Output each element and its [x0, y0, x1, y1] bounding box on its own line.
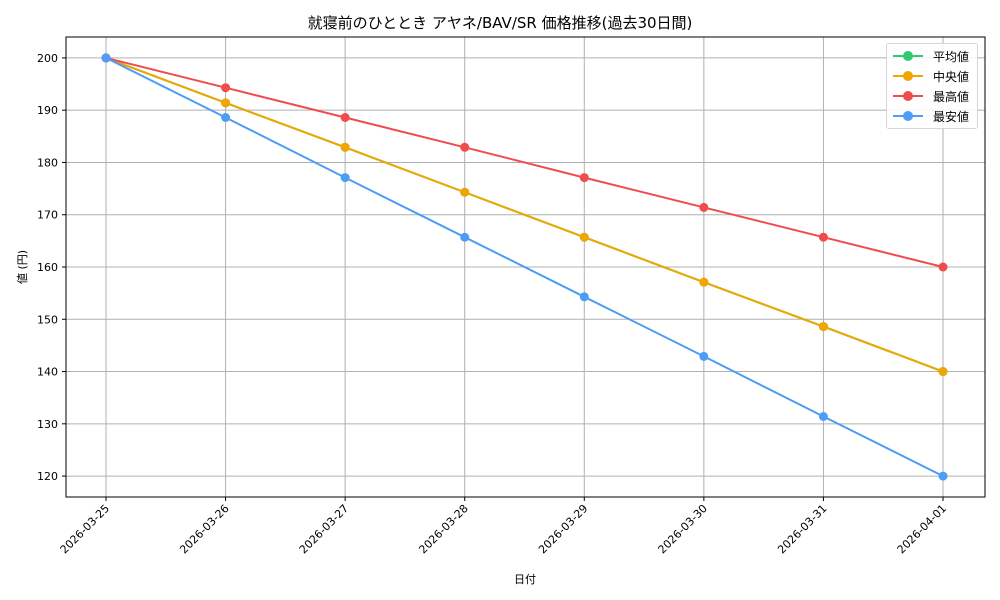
y-tick-label: 150: [37, 313, 58, 326]
chart-title: 就寝前のひととき アヤネ/BAV/SR 価格推移(過去30日間): [307, 14, 693, 32]
data-point: [221, 83, 231, 93]
data-point: [579, 292, 589, 302]
data-point: [460, 232, 470, 242]
data-point: [340, 173, 350, 183]
x-tick-label: 2026-03-28: [416, 502, 470, 556]
data-point: [818, 232, 828, 242]
data-point: [938, 262, 948, 272]
legend-marker-icon: [893, 47, 923, 65]
x-tick-label: 2026-03-30: [656, 502, 710, 556]
y-tick-label: 190: [37, 104, 58, 117]
data-point: [221, 98, 231, 108]
series-中央値: [101, 53, 948, 377]
data-point: [460, 187, 470, 197]
data-point: [579, 232, 589, 242]
legend-item-min: 最安値: [893, 107, 969, 125]
legend-marker-icon: [893, 107, 923, 125]
y-tick-label: 130: [37, 418, 58, 431]
y-tick-label: 180: [37, 156, 58, 169]
legend-item-max: 最高値: [893, 87, 969, 105]
data-point: [818, 412, 828, 421]
data-point: [699, 351, 709, 361]
y-tick-label: 160: [37, 261, 58, 274]
y-axis: 120 130 140 150 160 170 180 190 200: [37, 52, 66, 483]
data-point: [699, 202, 709, 212]
x-tick-label: 2026-03-29: [536, 502, 590, 556]
data-point: [699, 277, 709, 287]
y-tick-label: 140: [37, 366, 58, 379]
x-axis-label: 日付: [514, 573, 536, 586]
legend: 平均値 中央値 最高値 最安値: [886, 43, 978, 129]
series-lines: [101, 53, 948, 481]
x-tick-label: 2026-04-01: [895, 502, 949, 556]
data-point: [340, 142, 350, 152]
y-axis-label: 値 (円): [16, 250, 29, 284]
x-axis: 2026-03-25 2026-03-26 2026-03-27 2026-03-28…: [58, 497, 949, 556]
x-tick-label: 2026-03-25: [58, 502, 112, 556]
x-tick-label: 2026-03-31: [775, 502, 829, 556]
legend-marker-icon: [893, 87, 923, 105]
data-point: [101, 53, 111, 63]
legend-item-average: 平均値: [893, 47, 969, 65]
data-point: [938, 367, 948, 377]
y-tick-label: 200: [37, 52, 58, 65]
legend-marker-icon: [893, 67, 923, 85]
data-point: [818, 322, 828, 332]
x-tick-label: 2026-03-27: [297, 502, 351, 556]
data-point: [221, 113, 231, 122]
data-point: [938, 471, 948, 481]
data-point: [340, 113, 350, 122]
x-tick-label: 2026-03-26: [177, 502, 231, 556]
series-最安値: [101, 53, 948, 481]
data-point: [579, 173, 589, 183]
data-point: [460, 142, 470, 152]
legend-item-median: 中央値: [893, 67, 969, 85]
y-tick-label: 120: [37, 470, 58, 483]
y-tick-label: 170: [37, 209, 58, 222]
